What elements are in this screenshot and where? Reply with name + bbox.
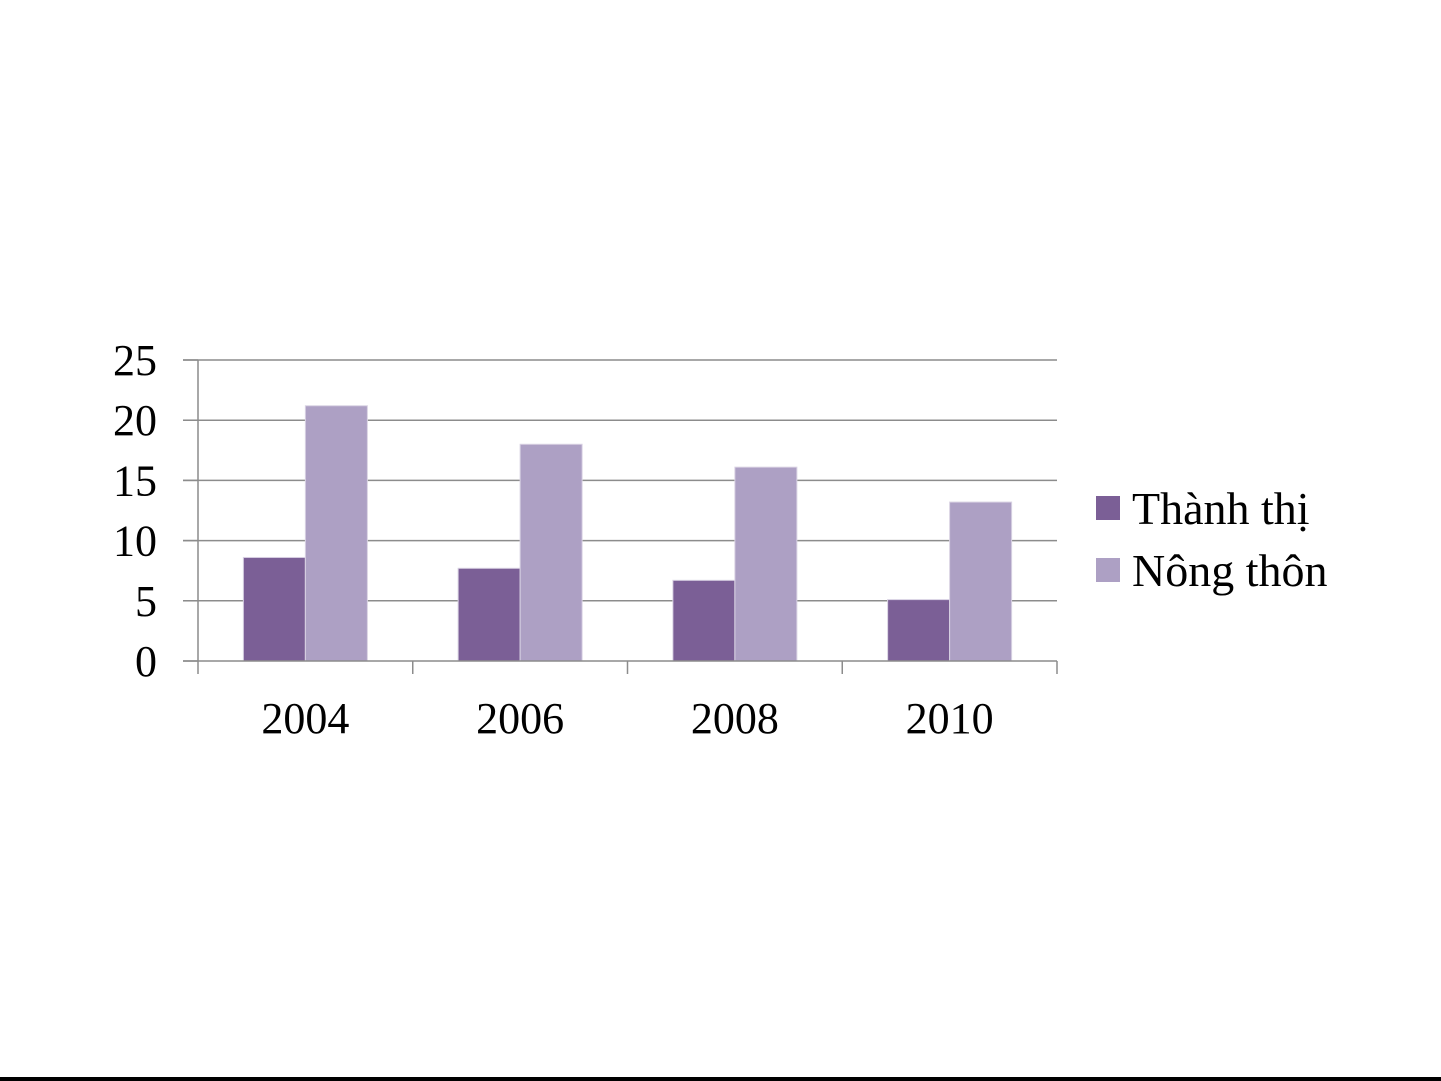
legend: Thành thị Nông thôn xyxy=(1096,483,1328,596)
bar-series-1 xyxy=(887,599,951,662)
y-tick-label: 5 xyxy=(135,577,157,626)
bar-series-2 xyxy=(949,501,1013,662)
legend-label: Nông thôn xyxy=(1132,545,1328,596)
bottom-border xyxy=(0,1077,1441,1081)
axes xyxy=(183,359,1058,674)
y-axis-tick-labels: 0 5 10 15 20 25 xyxy=(113,336,157,686)
bar-series-1 xyxy=(457,567,521,662)
x-tick-label: 2010 xyxy=(906,694,994,743)
x-tick-label: 2004 xyxy=(261,694,349,743)
x-axis-tick-labels: 2004 2006 2008 2010 xyxy=(261,694,993,743)
bar-series-1 xyxy=(242,556,306,662)
bar-series-2 xyxy=(519,443,583,662)
x-tick-label: 2008 xyxy=(691,694,779,743)
y-tick-label: 10 xyxy=(113,517,157,566)
legend-swatch xyxy=(1096,558,1120,582)
y-tick-label: 25 xyxy=(113,336,157,385)
legend-swatch xyxy=(1096,496,1120,520)
bar-series-2 xyxy=(304,405,368,662)
bars xyxy=(242,405,1013,662)
bar-series-2 xyxy=(734,466,798,662)
y-tick-label: 20 xyxy=(113,396,157,445)
x-tick-label: 2006 xyxy=(476,694,564,743)
y-tick-label: 0 xyxy=(135,637,157,686)
y-tick-label: 15 xyxy=(113,456,157,505)
bar-series-1 xyxy=(672,579,736,662)
legend-label: Thành thị xyxy=(1132,483,1310,534)
